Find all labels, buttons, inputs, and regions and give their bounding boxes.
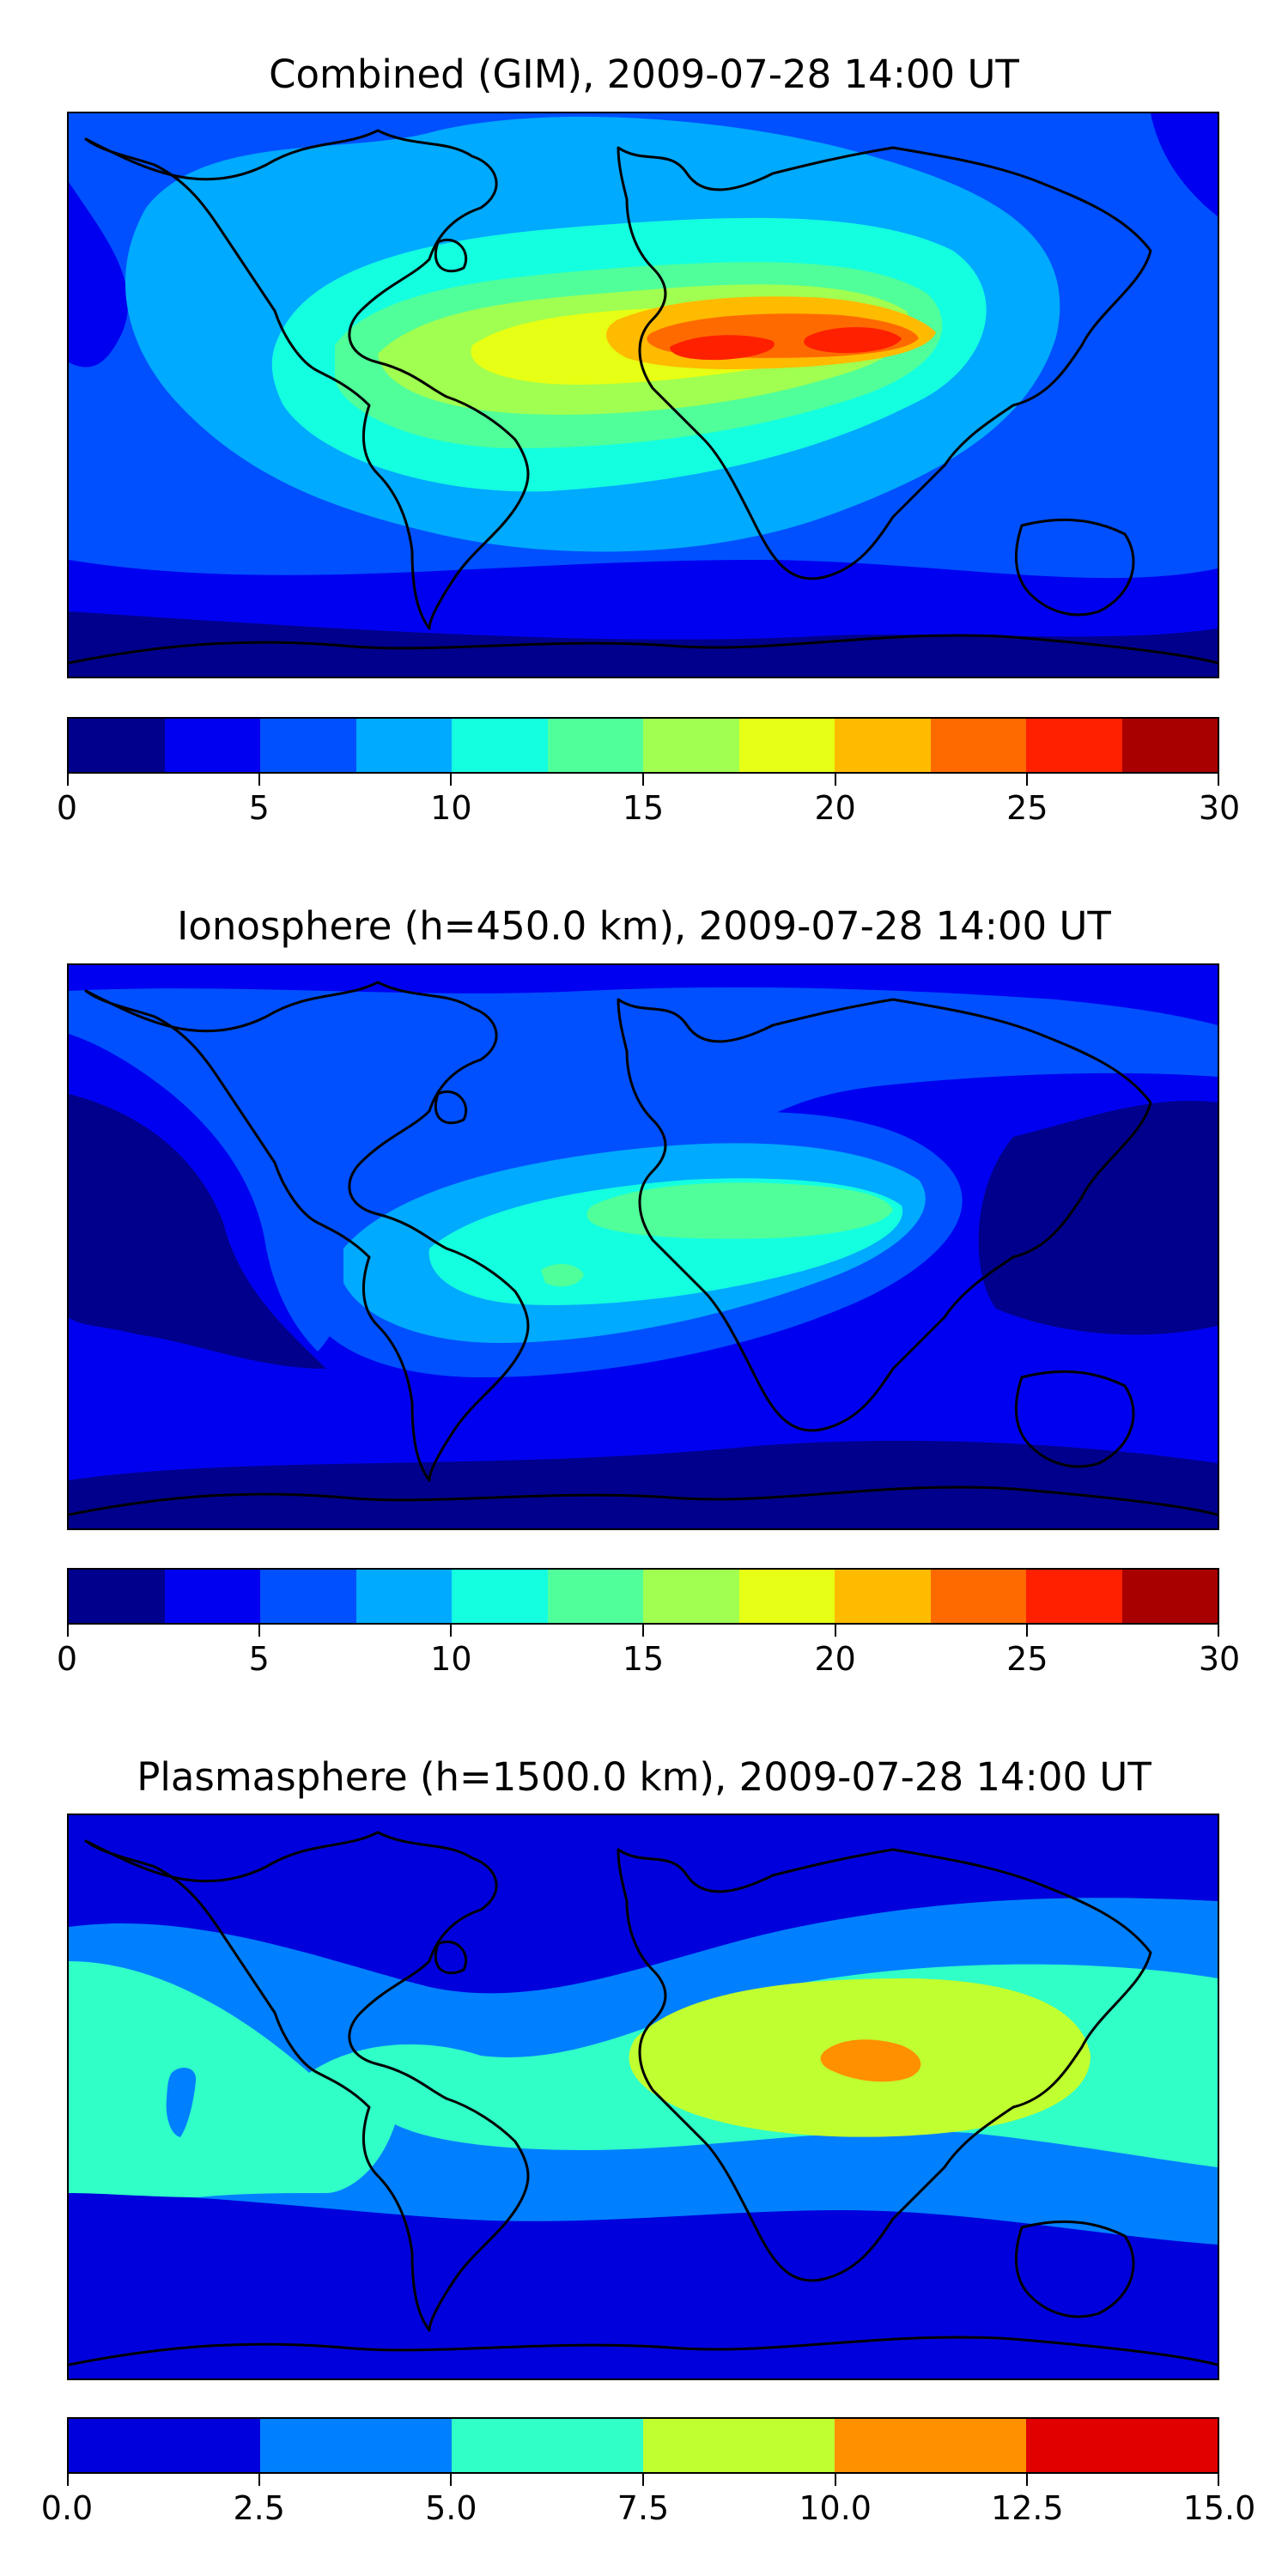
colorbar-tick: [67, 1625, 69, 1637]
contour-level: [69, 560, 1218, 640]
contour-level: [670, 335, 775, 361]
colorbar-segment: [547, 1570, 643, 1623]
colorbar: [67, 2417, 1219, 2474]
colorbar-segment: [835, 719, 931, 772]
contour-level: [69, 1440, 1218, 1528]
coastlines: [69, 981, 1218, 1516]
colorbar-segment: [164, 719, 260, 772]
colorbar-tick: [834, 2474, 836, 2486]
contour-level: [978, 1101, 1218, 1335]
colorbar-segment: [452, 1570, 548, 1623]
colorbar-tick-label: 10: [430, 1640, 472, 1678]
colorbar-segment: [1026, 719, 1122, 772]
colorbar-segment: [69, 2419, 260, 2472]
contour-level: [166, 2068, 197, 2137]
colorbar-tick-label: 25: [1006, 789, 1048, 827]
colorbar-segment: [69, 719, 165, 772]
colorbar-segment: [1026, 1570, 1122, 1623]
colorbar-tick: [258, 1625, 260, 1637]
colorbar: [67, 1568, 1219, 1625]
colorbar-segment: [1026, 2419, 1218, 2472]
colorbar-tick-label: 5.0: [425, 2489, 477, 2527]
coastlines: [69, 129, 1218, 665]
colorbar-tick: [450, 774, 453, 786]
colorbar-segment: [164, 1570, 260, 1623]
colorbar-tick: [1026, 774, 1029, 786]
colorbar-tick-label: 20: [814, 789, 856, 827]
coastlines: [69, 1831, 1218, 2366]
colorbar-segment: [260, 719, 356, 772]
colorbar-tick-label: 30: [1198, 1640, 1241, 1678]
colorbar-segment: [260, 2419, 452, 2472]
contour-level: [820, 2039, 921, 2082]
colorbar-segment: [355, 719, 452, 772]
contour-map: [67, 112, 1219, 678]
colorbar-tick: [258, 2474, 260, 2486]
colorbar-segment: [260, 1570, 356, 1623]
colorbar-segment: [643, 2419, 835, 2472]
colorbar-segment: [69, 1570, 165, 1623]
colorbar-tick-label: 12.5: [991, 2489, 1064, 2527]
colorbar-segment: [738, 719, 835, 772]
contour-map: [67, 1814, 1219, 2380]
contour-level: [1151, 113, 1218, 216]
colorbar-tick-label: 15: [622, 789, 665, 827]
colorbar-tick-label: 30: [1198, 789, 1241, 827]
colorbar-tick-label: 0: [56, 1640, 78, 1678]
colorbar-tick: [834, 774, 836, 786]
colorbar-tick: [450, 2474, 453, 2486]
colorbar-segment: [643, 1570, 739, 1623]
colorbar-segment: [643, 719, 739, 772]
colorbar-tick: [1218, 774, 1219, 786]
colorbar-tick: [1218, 2474, 1219, 2486]
contour-level: [541, 1264, 584, 1287]
colorbar-segment: [1121, 719, 1218, 772]
colorbar-tick-label: 5: [248, 789, 270, 827]
colorbar-segment: [835, 2419, 1026, 2472]
colorbar-segment: [452, 2419, 643, 2472]
colorbar-segment: [930, 719, 1026, 772]
contour-map-svg: [69, 965, 1218, 1528]
colorbar-tick: [642, 2474, 644, 2486]
colorbar-tick-label: 0: [56, 789, 78, 827]
colorbar-segment: [452, 719, 548, 772]
contour-level: [69, 1094, 326, 1369]
contour-map-svg: [69, 1815, 1218, 2379]
colorbar-tick: [1026, 2474, 1029, 2486]
colorbar-tick: [258, 774, 260, 786]
colorbar-segment: [930, 1570, 1026, 1623]
colorbar-tick: [67, 2474, 69, 2486]
contour-level: [804, 326, 902, 354]
colorbar-tick-label: 2.5: [233, 2489, 285, 2527]
colorbar-tick-label: 20: [814, 1640, 856, 1678]
colorbar-tick: [1026, 1625, 1029, 1637]
colorbar-tick-label: 15.0: [1182, 2489, 1256, 2527]
colorbar-segment: [355, 1570, 452, 1623]
colorbar-tick-label: 7.5: [617, 2489, 670, 2527]
colorbar-tick-label: 10: [430, 789, 472, 827]
chart-title: Plasmasphere (h=1500.0 km), 2009-07-28 1…: [137, 1754, 1151, 1800]
colorbar-tick-label: 10.0: [799, 2489, 872, 2527]
colorbar-tick-label: 5: [248, 1640, 270, 1678]
colorbar-tick-label: 0.0: [40, 2489, 94, 2527]
contour-map-svg: [69, 113, 1218, 677]
contour-level: [586, 1182, 893, 1239]
colorbar-tick: [450, 1625, 453, 1637]
colorbar-tick: [642, 1625, 644, 1637]
colorbar-segment: [835, 1570, 931, 1623]
colorbar-tick: [642, 774, 644, 786]
colorbar-tick: [67, 774, 69, 786]
colorbar-segment: [738, 1570, 835, 1623]
colorbar-segment: [547, 719, 643, 772]
colorbar-tick-label: 25: [1006, 1640, 1048, 1678]
colorbar-tick: [1218, 1625, 1219, 1637]
contour-level: [69, 182, 129, 368]
chart-title: Ionosphere (h=450.0 km), 2009-07-28 14:0…: [177, 903, 1111, 949]
colorbar-tick-label: 15: [622, 1640, 665, 1678]
colorbar-segment: [1121, 1570, 1218, 1623]
colorbar-tick: [834, 1625, 836, 1637]
contour-map: [67, 963, 1219, 1530]
chart-title: Combined (GIM), 2009-07-28 14:00 UT: [269, 52, 1019, 97]
colorbar: [67, 717, 1219, 774]
